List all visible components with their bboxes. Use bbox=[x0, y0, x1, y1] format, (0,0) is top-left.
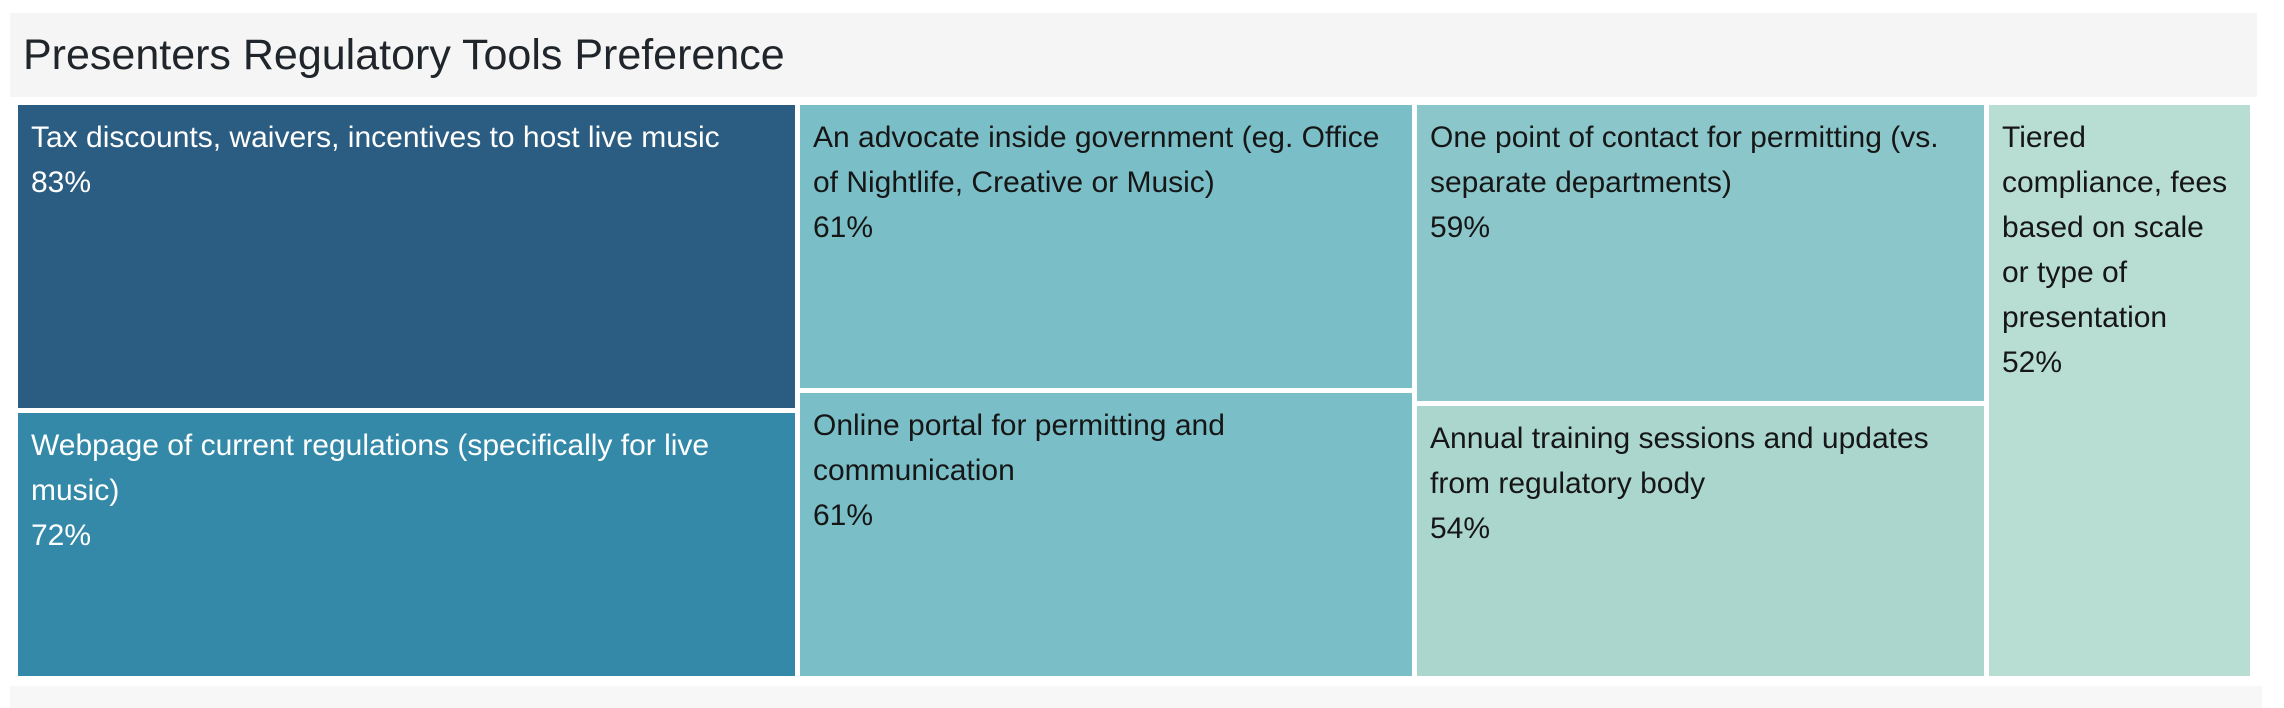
treemap-tile[interactable]: One point of contact for permitting (vs.… bbox=[1417, 105, 1984, 401]
tile-value: 52% bbox=[2002, 346, 2063, 379]
treemap: Tax discounts, waivers, incentives to ho… bbox=[18, 105, 2250, 676]
treemap-tile[interactable]: An advocate inside government (eg. Offic… bbox=[800, 105, 1412, 388]
bottom-strip bbox=[10, 686, 2262, 708]
tile-label: An advocate inside government (eg. Offic… bbox=[813, 121, 1380, 199]
tile-label: Webpage of current regulations (specific… bbox=[31, 429, 710, 507]
treemap-tile[interactable]: Webpage of current regulations (specific… bbox=[18, 413, 795, 676]
tile-label: One point of contact for permitting (vs.… bbox=[1430, 121, 1939, 199]
tile-value: 61% bbox=[813, 499, 874, 532]
treemap-tile[interactable]: Online portal for permitting and communi… bbox=[800, 393, 1412, 676]
treemap-tile[interactable]: Tiered compliance, fees based on scale o… bbox=[1989, 105, 2250, 676]
tile-value: 83% bbox=[31, 166, 92, 199]
chart-title: Presenters Regulatory Tools Preference bbox=[23, 30, 785, 79]
tile-value: 61% bbox=[813, 211, 874, 244]
tile-label: Tax discounts, waivers, incentives to ho… bbox=[31, 121, 720, 154]
chart-title-bar: Presenters Regulatory Tools Preference bbox=[10, 13, 2257, 97]
tile-label: Online portal for permitting and communi… bbox=[813, 409, 1225, 487]
tile-value: 72% bbox=[31, 519, 92, 552]
treemap-tile[interactable]: Annual training sessions and updates fro… bbox=[1417, 406, 1984, 676]
tile-label: Annual training sessions and updates fro… bbox=[1430, 422, 1929, 500]
tile-label: Tiered compliance, fees based on scale o… bbox=[2002, 121, 2228, 334]
tile-value: 54% bbox=[1430, 512, 1491, 545]
treemap-tile[interactable]: Tax discounts, waivers, incentives to ho… bbox=[18, 105, 795, 408]
tile-value: 59% bbox=[1430, 211, 1491, 244]
